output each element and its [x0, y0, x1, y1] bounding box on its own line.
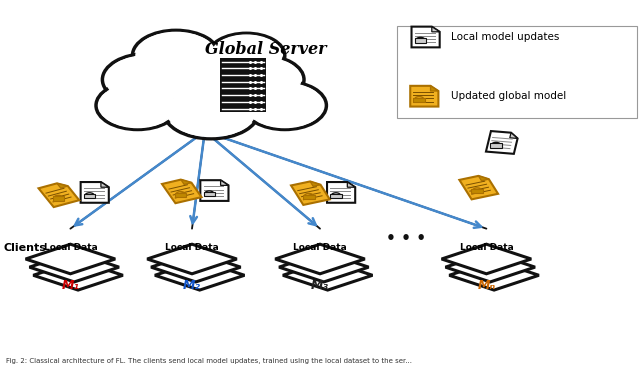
Circle shape	[208, 33, 285, 78]
Bar	[303, 195, 315, 199]
Polygon shape	[460, 176, 498, 199]
Text: Local Data: Local Data	[293, 243, 347, 252]
Polygon shape	[200, 180, 228, 201]
Polygon shape	[180, 179, 191, 184]
Text: Local Data: Local Data	[165, 243, 219, 252]
Circle shape	[221, 56, 304, 104]
Text: Global Server: Global Server	[205, 41, 326, 58]
Bar	[472, 189, 483, 194]
Polygon shape	[151, 252, 241, 282]
Circle shape	[246, 83, 323, 128]
Bar	[220, 58, 266, 112]
Text: Mₙ: Mₙ	[477, 279, 495, 292]
Circle shape	[157, 46, 266, 109]
Circle shape	[163, 83, 259, 139]
Polygon shape	[327, 182, 355, 203]
Polygon shape	[26, 244, 115, 274]
Bar	[84, 194, 95, 198]
Polygon shape	[221, 180, 228, 185]
Bar	[413, 98, 425, 102]
Circle shape	[102, 54, 192, 105]
Circle shape	[211, 35, 282, 76]
Bar	[490, 144, 502, 148]
Polygon shape	[291, 181, 330, 205]
Bar	[330, 194, 342, 198]
Polygon shape	[442, 244, 531, 274]
Text: M₂: M₂	[183, 279, 201, 292]
Text: Fig. 2: Classical architecture of FL. The clients send local model updates, trai: Fig. 2: Classical architecture of FL. Th…	[6, 358, 412, 364]
Polygon shape	[510, 133, 518, 138]
FancyBboxPatch shape	[397, 26, 637, 118]
Text: M₃: M₃	[311, 279, 329, 292]
Polygon shape	[410, 86, 438, 107]
Circle shape	[161, 49, 261, 107]
Text: M₁: M₁	[61, 279, 79, 292]
Text: Updated global model: Updated global model	[451, 91, 566, 101]
Polygon shape	[310, 181, 321, 186]
Polygon shape	[147, 244, 237, 274]
Bar	[415, 38, 426, 43]
Polygon shape	[479, 176, 489, 181]
Polygon shape	[348, 182, 355, 187]
Polygon shape	[486, 131, 518, 154]
Polygon shape	[57, 184, 68, 188]
Text: Local Data: Local Data	[44, 243, 97, 252]
Polygon shape	[33, 260, 123, 290]
Circle shape	[167, 85, 255, 137]
Polygon shape	[81, 182, 109, 203]
Text: Local Data: Local Data	[460, 243, 513, 252]
Text: • • •: • • •	[387, 231, 426, 246]
Bar	[52, 196, 64, 201]
Polygon shape	[101, 182, 109, 187]
Circle shape	[132, 30, 220, 81]
Circle shape	[136, 32, 216, 79]
Polygon shape	[155, 260, 244, 290]
Polygon shape	[279, 252, 369, 282]
Polygon shape	[275, 244, 365, 274]
Circle shape	[99, 83, 176, 128]
Circle shape	[96, 81, 179, 130]
Polygon shape	[162, 179, 202, 203]
Polygon shape	[412, 27, 440, 47]
Text: Clients: Clients	[3, 243, 46, 253]
Polygon shape	[38, 184, 79, 207]
Polygon shape	[431, 86, 438, 91]
Polygon shape	[449, 260, 539, 290]
Circle shape	[224, 57, 301, 102]
Text: Local model updates: Local model updates	[451, 32, 559, 42]
Polygon shape	[283, 260, 372, 290]
Polygon shape	[29, 252, 119, 282]
Circle shape	[243, 81, 326, 130]
Bar	[175, 193, 186, 197]
Polygon shape	[432, 27, 440, 32]
Polygon shape	[445, 252, 535, 282]
Bar	[204, 192, 215, 196]
Circle shape	[106, 56, 188, 103]
